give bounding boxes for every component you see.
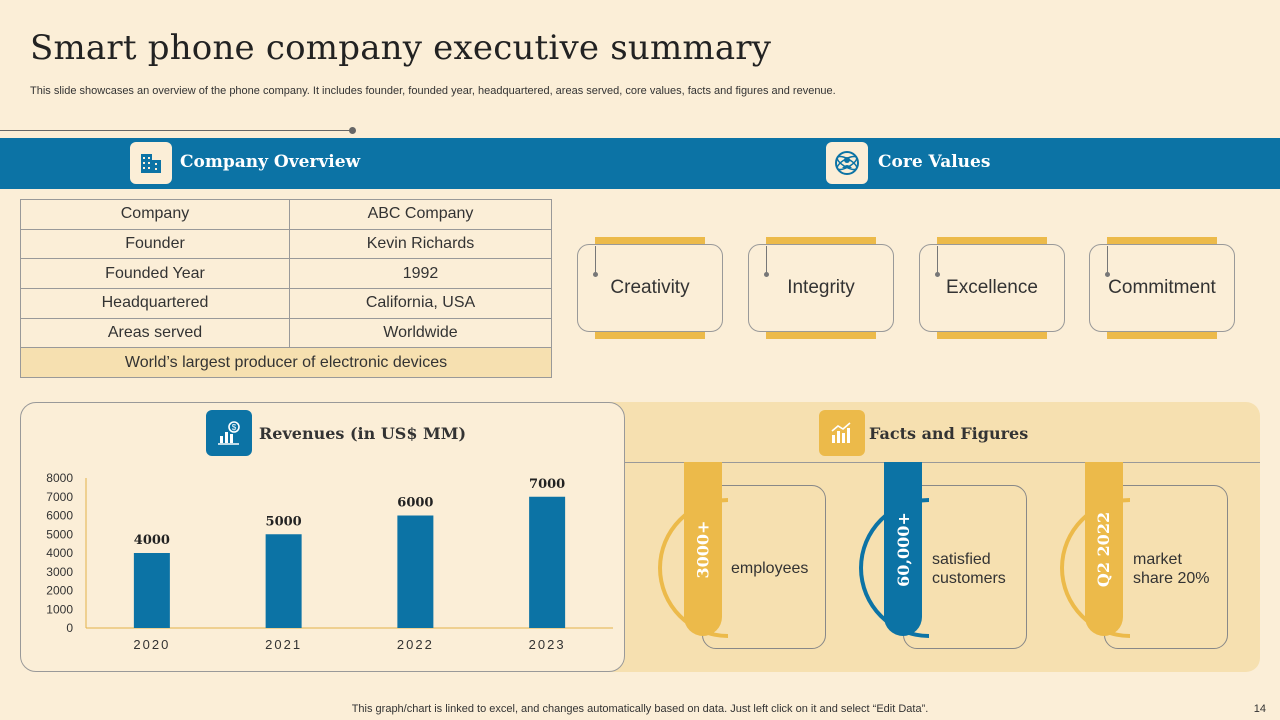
core-value-label: Commitment bbox=[1108, 277, 1216, 298]
core-value-card: Integrity bbox=[748, 244, 894, 332]
fact-figure: 60,000+ bbox=[893, 511, 913, 587]
fact-figure: Q2 2022 bbox=[1094, 511, 1114, 587]
table-cell-value: California, USA bbox=[289, 288, 552, 319]
table-row: Founder Kevin Richards bbox=[20, 228, 552, 260]
table-row: Company ABC Company bbox=[20, 199, 552, 230]
x-tick-labels: 2020 2021 2022 2023 bbox=[133, 637, 566, 652]
core-value-pin bbox=[764, 246, 769, 277]
data-label: 7000 bbox=[529, 477, 565, 492]
highlight-cell: World’s largest producer of electronic d… bbox=[20, 347, 552, 379]
company-overview-table: Company ABC Company Founder Kevin Richar… bbox=[20, 199, 552, 379]
fact-label-line: employees bbox=[731, 560, 809, 577]
fact-pill: Q2 2022 bbox=[1085, 462, 1123, 636]
y-tick-label: 0 bbox=[66, 621, 73, 635]
core-value-card: Excellence bbox=[919, 244, 1065, 332]
fact-figure: 3000+ bbox=[693, 520, 713, 578]
bar-chart-icon bbox=[819, 410, 865, 456]
revenue-chart-icon: $ bbox=[206, 410, 252, 456]
fact-label-line: satisfied bbox=[932, 551, 991, 568]
y-tick-label: 5000 bbox=[46, 527, 73, 541]
section-header-band: Company Overview Core Values bbox=[0, 138, 1280, 189]
data-label: 5000 bbox=[266, 514, 302, 529]
fact-label-line: market bbox=[1133, 551, 1182, 568]
bars bbox=[133, 496, 566, 628]
revenue-bar-chart: 0 1000 2000 3000 4000 5000 6000 7000 8000 4000 50… bbox=[46, 471, 613, 652]
y-tick-label: 6000 bbox=[46, 509, 73, 523]
core-value-pin bbox=[593, 246, 598, 277]
y-tick-labels: 0 1000 2000 3000 4000 5000 6000 7000 8000 bbox=[46, 471, 73, 635]
revenues-heading: Revenues (in US$ MM) bbox=[259, 424, 467, 443]
decorative-line bbox=[0, 130, 352, 131]
table-cell-value: Kevin Richards bbox=[289, 228, 552, 260]
fact-label-line: share 20% bbox=[1133, 570, 1210, 587]
table-cell-label: Areas served bbox=[20, 317, 290, 349]
y-tick-label: 8000 bbox=[46, 471, 73, 485]
table-row: Headquartered California, USA bbox=[20, 288, 552, 319]
bar bbox=[265, 534, 302, 628]
core-value-pin bbox=[1105, 246, 1110, 277]
table-cell-label: Founder bbox=[20, 228, 290, 260]
data-label: 4000 bbox=[134, 533, 170, 548]
decorative-dot bbox=[349, 127, 356, 134]
footer-note: This graph/chart is linked to excel, and… bbox=[351, 703, 929, 715]
fact-pill: 3000+ bbox=[684, 462, 722, 636]
data-labels: 4000 5000 6000 7000 bbox=[134, 477, 565, 548]
facts-divider bbox=[624, 462, 1260, 463]
core-value-commitment: Commitment bbox=[1089, 237, 1235, 339]
bar bbox=[133, 553, 170, 628]
fact-label: market share 20% bbox=[1133, 550, 1210, 588]
page-subtitle: This slide showcases an overview of the … bbox=[30, 85, 836, 97]
svg-text:$: $ bbox=[232, 423, 237, 432]
x-tick-label: 2021 bbox=[265, 637, 302, 652]
table-row: Areas served Worldwide bbox=[20, 317, 552, 349]
core-value-label: Excellence bbox=[946, 277, 1038, 298]
y-tick-label: 2000 bbox=[46, 584, 73, 598]
fact-label: employees bbox=[731, 559, 808, 578]
table-cell-value: 1992 bbox=[289, 258, 552, 290]
revenues-panel bbox=[20, 402, 625, 672]
facts-heading: Facts and Figures bbox=[869, 424, 1029, 443]
core-value-label: Integrity bbox=[787, 277, 855, 298]
core-values-heading: Core Values bbox=[878, 152, 991, 172]
x-tick-label: 2023 bbox=[529, 637, 566, 652]
table-cell-label: Headquartered bbox=[20, 288, 290, 319]
bar bbox=[529, 496, 566, 628]
fact-label: satisfied customers bbox=[932, 550, 1006, 588]
core-values-icon bbox=[826, 142, 868, 184]
page-title: Smart phone company executive summary bbox=[30, 28, 772, 68]
core-value-excellence: Excellence bbox=[919, 237, 1065, 339]
company-overview-heading: Company Overview bbox=[180, 152, 361, 172]
core-value-integrity: Integrity bbox=[748, 237, 894, 339]
table-cell-label: Founded Year bbox=[20, 258, 290, 290]
x-tick-label: 2022 bbox=[397, 637, 434, 652]
table-cell-value: ABC Company bbox=[289, 199, 552, 230]
x-tick-label: 2020 bbox=[133, 637, 170, 652]
y-tick-label: 3000 bbox=[46, 565, 73, 579]
core-value-card: Commitment bbox=[1089, 244, 1235, 332]
core-value-card: Creativity bbox=[577, 244, 723, 332]
table-cell-value: Worldwide bbox=[289, 317, 552, 349]
fact-pill: 60,000+ bbox=[884, 462, 922, 636]
data-label: 6000 bbox=[397, 496, 433, 511]
table-row: Founded Year 1992 bbox=[20, 258, 552, 290]
fact-label-line: customers bbox=[932, 570, 1006, 587]
table-row-highlight: World’s largest producer of electronic d… bbox=[20, 347, 552, 379]
core-value-creativity: Creativity bbox=[577, 237, 723, 339]
core-value-pin bbox=[935, 246, 940, 277]
building-icon bbox=[130, 142, 172, 184]
y-tick-label: 7000 bbox=[46, 490, 73, 504]
page-number: 14 bbox=[1253, 703, 1266, 715]
bar bbox=[397, 515, 434, 628]
y-tick-label: 4000 bbox=[46, 546, 73, 560]
y-tick-label: 1000 bbox=[46, 602, 73, 616]
table-cell-label: Company bbox=[20, 199, 290, 230]
core-value-label: Creativity bbox=[610, 277, 690, 298]
